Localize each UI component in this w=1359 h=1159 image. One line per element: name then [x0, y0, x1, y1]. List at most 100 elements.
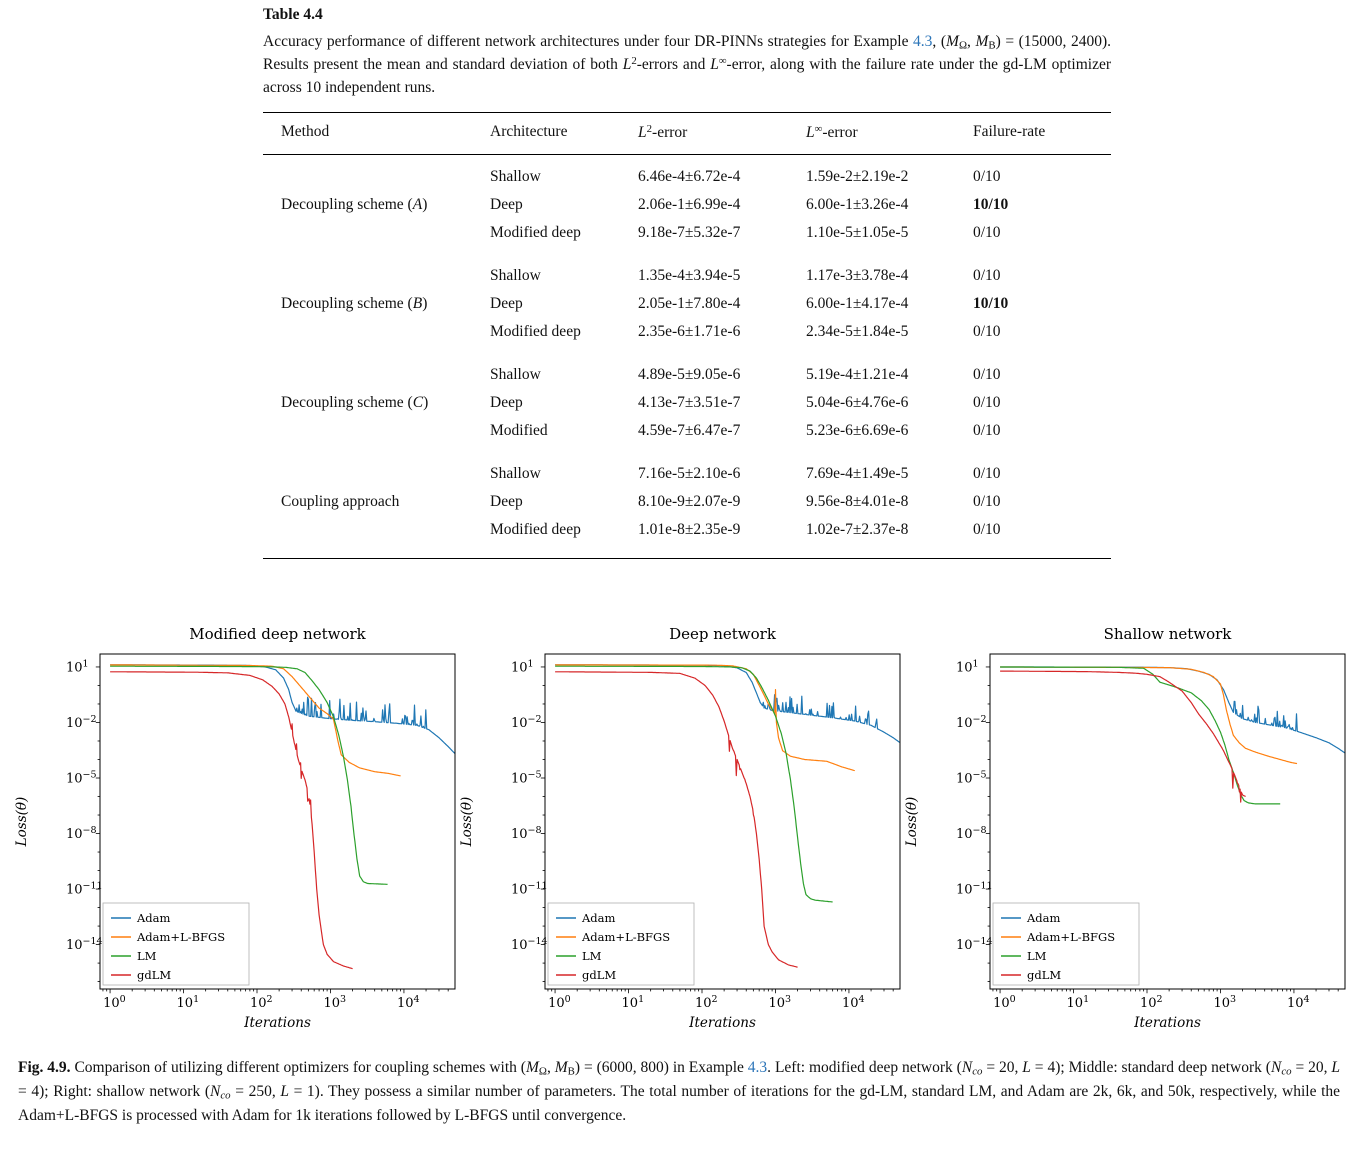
text-segment: B: [988, 39, 996, 52]
linf-error-cell: 5.23e-6±6.69e-6: [806, 422, 909, 440]
failure-rate-cell: 0/10: [973, 267, 1001, 285]
table-row: Shallow 7.16e-5±2.10e-6 7.69e-4±1.49e-5 0/1…: [263, 460, 1111, 488]
tick-label: 101: [177, 994, 200, 1011]
linf-error-cell: 1.59e-2±2.19e-2: [806, 168, 909, 186]
table-group: Shallow 1.35e-4±3.94e-5 1.17e-3±3.78e-4 0/1…: [263, 262, 1111, 346]
l2-error-cell: 1.01e-8±2.35e-9: [638, 521, 741, 539]
tick-label: 101: [66, 658, 89, 675]
y-axis-label: Loss(θ): [14, 797, 30, 848]
tick-label: 104: [397, 994, 420, 1011]
architecture-cell: Deep: [490, 196, 523, 214]
x-axis-label: Iterations: [1133, 1015, 1201, 1031]
text-segment: L: [280, 1082, 289, 1100]
figure-caption: Fig. 4.9. Comparison of utilizing differ…: [18, 1056, 1340, 1127]
text-segment: N: [1270, 1059, 1282, 1076]
l2-error-cell: 1.35e-4±3.94e-5: [638, 267, 741, 285]
axis-tick-labels: 100 101 102 103 104 101 10−2 10−5 10−8 10−11 10−14: [956, 658, 1310, 1011]
failure-rate-cell: 0/10: [973, 366, 1001, 384]
text-segment: = 4); Right: shallow network (: [18, 1082, 210, 1100]
chart-title: Deep network: [669, 625, 777, 643]
linf-error-cell: 5.19e-4±1.21e-4: [806, 366, 909, 384]
l2-error-cell: 6.46e-4±6.72e-4: [638, 168, 741, 186]
legend: Adam Adam+L-BFGS LM gdLM: [102, 902, 250, 986]
table-row: Decoupling scheme (A) Deep 2.06e-1±6.99e-4…: [263, 191, 1111, 219]
tick-label: 10−11: [66, 881, 103, 898]
failure-rate-cell: 0/10: [973, 394, 1001, 412]
architecture-cell: Deep: [490, 295, 523, 313]
legend-label: Adam: [136, 911, 171, 925]
text-segment: ): [422, 196, 428, 214]
text-segment: L: [622, 56, 632, 74]
axis-tick-labels: 100 101 102 103 104 101 10−2 10−5 10−8 10−11 10−14: [511, 658, 865, 1011]
chart-deep-network: 100 101 102 103 104 101 10−2 10−5 10−8 10−11 10−14…: [459, 625, 901, 1031]
data-table: Method Architecture L2-error L∞-error Fa…: [263, 112, 1111, 560]
legend: Adam Adam+L-BFGS LM gdLM: [547, 902, 695, 986]
text-segment: -error: [652, 124, 688, 142]
l2-error-cell: 9.18e-7±5.32e-7: [638, 224, 741, 242]
text-segment: co: [1281, 1065, 1292, 1078]
legend-label: Adam+L-BFGS: [581, 930, 670, 944]
series-gdLM: [110, 671, 353, 970]
failure-rate-cell: 0/10: [973, 323, 1001, 341]
table-row: Decoupling scheme (C) Deep 4.13e-7±3.51e-7…: [263, 389, 1111, 417]
text-segment: N: [961, 1059, 973, 1076]
method-cell: [263, 361, 490, 389]
text-segment: N: [210, 1082, 221, 1100]
tick-label: 10−2: [66, 714, 97, 731]
linf-error-cell: 1.10e-5±1.05e-5: [806, 224, 909, 242]
legend-label: LM: [137, 949, 157, 963]
method-cell: [263, 318, 490, 346]
tick-label: 101: [1067, 994, 1090, 1011]
l2-error-cell: 4.59e-7±6.47e-7: [638, 422, 741, 440]
reference-link[interactable]: 4.3: [747, 1059, 768, 1076]
table-row: Shallow 1.35e-4±3.94e-5 1.17e-3±3.78e-4 0/1…: [263, 262, 1111, 290]
text-segment: M: [946, 33, 959, 50]
text-segment: Comparison of utilizing different optimi…: [70, 1059, 526, 1076]
legend-label: LM: [582, 949, 602, 963]
text-segment: L: [638, 124, 647, 142]
text-segment: Architecture: [490, 123, 568, 141]
method-cell: Decoupling scheme (B): [263, 290, 490, 318]
architecture-cell: Shallow: [490, 366, 541, 384]
text-segment: co: [972, 1065, 983, 1078]
failure-rate-cell: 0/10: [973, 465, 1001, 483]
architecture-cell: Modified deep: [490, 323, 581, 341]
text-segment: Decoupling scheme (: [281, 394, 413, 412]
failure-rate-cell: 0/10: [973, 422, 1001, 440]
failure-rate-cell: 0/10: [973, 168, 1001, 186]
tick-label: 10−8: [511, 825, 542, 842]
y-axis-label: Loss(θ): [459, 797, 475, 848]
method-cell: Decoupling scheme (A): [263, 191, 490, 219]
chart-title: Modified deep network: [189, 625, 366, 643]
text-segment: . Left: modified deep network (: [767, 1059, 962, 1076]
reference-link[interactable]: 4.3: [913, 33, 933, 50]
text-segment: Coupling approach: [281, 493, 400, 511]
linf-error-cell: 1.02e-7±2.37e-8: [806, 521, 909, 539]
text-segment: ∞: [814, 123, 823, 136]
text-segment: , (: [932, 33, 947, 50]
series-Adam: [110, 664, 455, 755]
legend-label: gdLM: [137, 968, 171, 982]
l2-error-cell: 8.10e-9±2.07e-9: [638, 493, 741, 511]
chart-shallow-network: 100 101 102 103 104 101 10−2 10−5 10−8 10−11 10−14…: [904, 625, 1346, 1031]
legend-label: Adam: [581, 911, 616, 925]
table-4-4-block: Table 4.4 Accuracy performance of differ…: [263, 6, 1111, 560]
text-segment: L: [1331, 1059, 1341, 1076]
text-segment: A: [412, 196, 423, 214]
table-header-row: Method Architecture L2-error L∞-error Fa…: [263, 113, 1111, 156]
failure-rate-cell: 0/10: [973, 521, 1001, 539]
text-segment: -error: [822, 124, 858, 142]
axis-tick-labels: 100 101 102 103 104 101 10−2 10−5 10−8 10−11 10−14: [66, 658, 420, 1011]
x-axis-label: Iterations: [243, 1015, 311, 1031]
text-segment: co: [220, 1089, 231, 1102]
architecture-cell: Shallow: [490, 168, 541, 186]
text-segment: ,: [546, 1059, 555, 1076]
chart-title: Shallow network: [1104, 625, 1233, 643]
tick-label: 10−8: [956, 825, 987, 842]
table-group: Shallow 6.46e-4±6.72e-4 1.59e-2±2.19e-2 0/1…: [263, 163, 1111, 247]
architecture-cell: Deep: [490, 493, 523, 511]
method-cell: [263, 219, 490, 247]
legend-label: Adam: [1026, 911, 1061, 925]
text-segment: C: [412, 394, 424, 412]
l2-error-cell: 2.06e-1±6.99e-4: [638, 196, 741, 214]
